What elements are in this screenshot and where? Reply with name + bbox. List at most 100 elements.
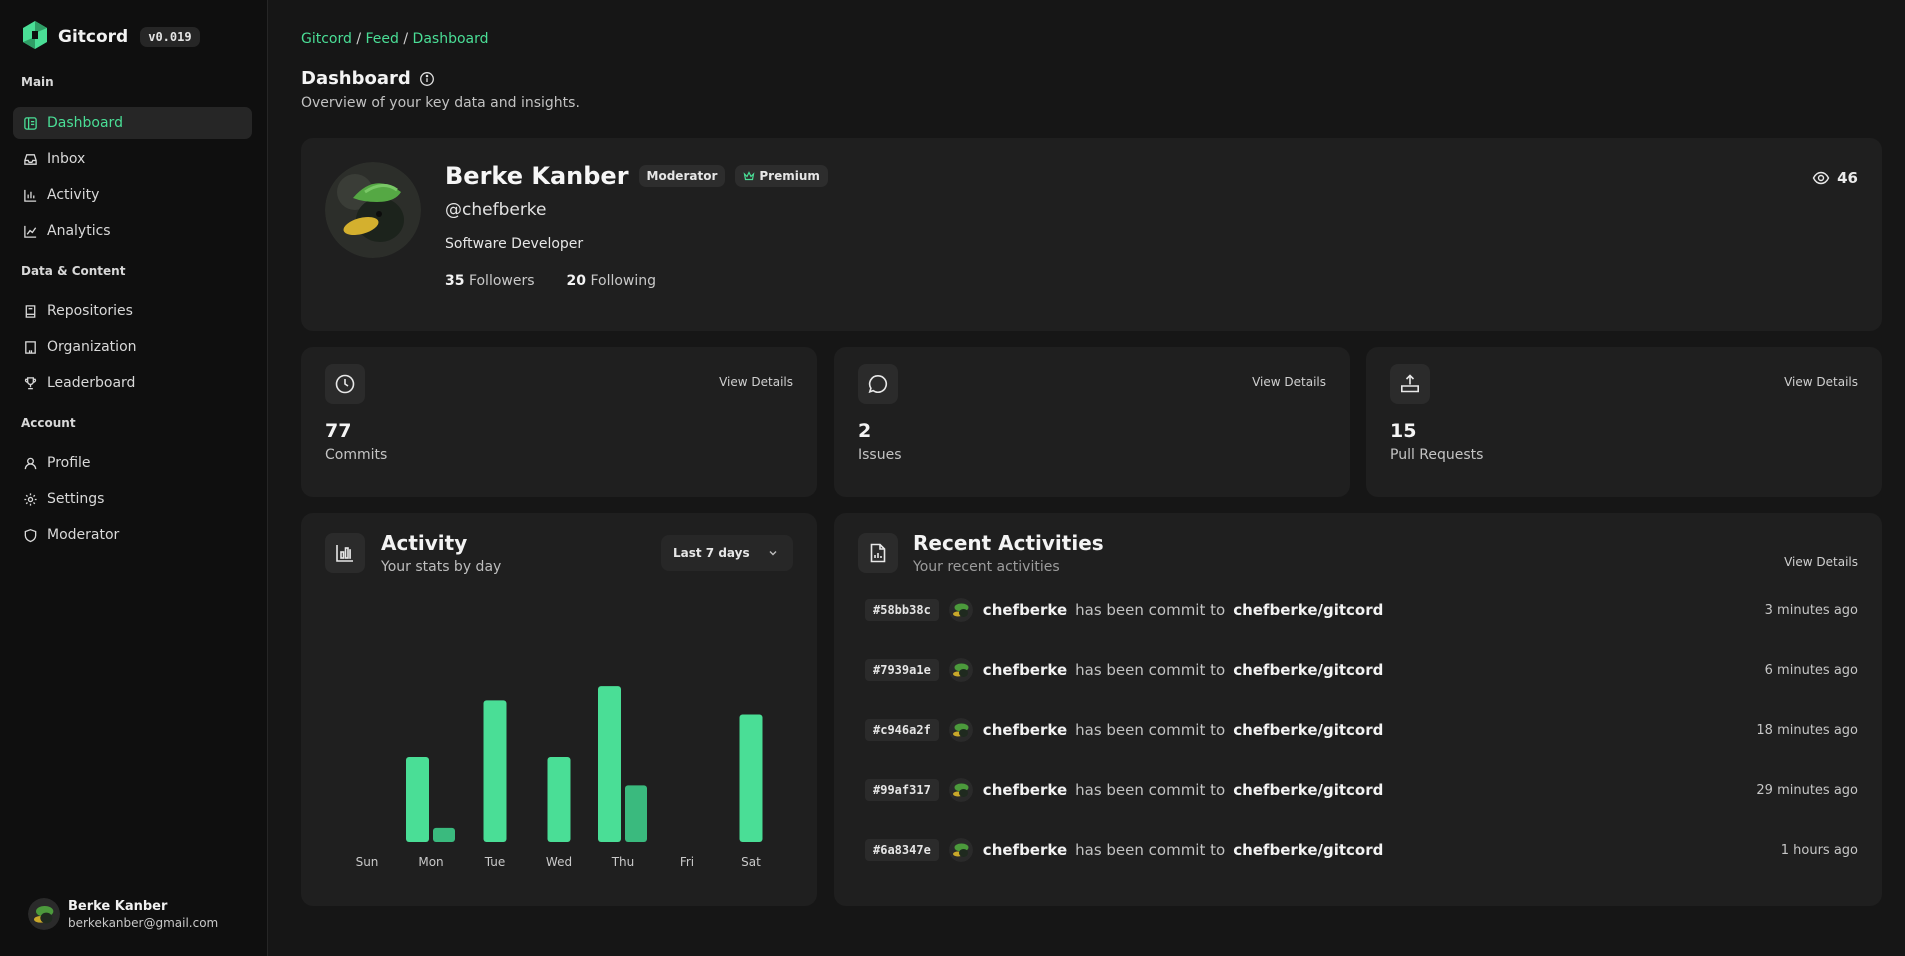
- section-title-data-content: Data & Content: [21, 264, 126, 278]
- followers-link[interactable]: 35 Followers: [445, 273, 535, 289]
- commit-repo[interactable]: chefberke/gitcord: [1233, 721, 1384, 739]
- view-details-link[interactable]: View Details: [719, 375, 793, 389]
- avatar: [948, 838, 973, 862]
- commit-repo[interactable]: chefberke/gitcord: [1233, 781, 1384, 799]
- sidebar-item-label: Analytics: [47, 223, 111, 239]
- section-title-account: Account: [21, 416, 76, 430]
- following-label: Following: [590, 273, 657, 289]
- commit-user[interactable]: chefberke: [982, 721, 1068, 739]
- dashboard-icon: [24, 116, 37, 130]
- upload-icon: [1401, 374, 1419, 393]
- sidebar-item-repositories[interactable]: Repositories: [13, 295, 252, 327]
- chart-x-tick-label: Tue: [484, 855, 506, 869]
- followers-count: 35: [445, 273, 465, 289]
- view-details-link[interactable]: View Details: [1784, 555, 1858, 569]
- breadcrumb-item-feed[interactable]: Feed: [365, 31, 399, 47]
- view-details-link[interactable]: View Details: [1252, 375, 1326, 389]
- sidebar-item-profile[interactable]: Profile: [13, 447, 252, 479]
- commit-verb: has been commit to: [1075, 601, 1226, 619]
- sidebar-item-inbox[interactable]: Inbox: [13, 143, 252, 175]
- commit-hash[interactable]: #c946a2f: [865, 719, 939, 741]
- commit-verb: has been commit to: [1075, 661, 1226, 679]
- stat-card-commits: View Details 77 Commits: [301, 347, 817, 497]
- commit-user[interactable]: chefberke: [982, 781, 1068, 799]
- range-select[interactable]: Last 7 days: [661, 535, 793, 571]
- activity-subtitle: Your stats by day: [381, 559, 502, 575]
- commit-user[interactable]: chefberke: [982, 601, 1068, 619]
- commit-user[interactable]: chefberke: [982, 661, 1068, 679]
- recent-icon-box: [858, 533, 898, 573]
- gear-icon: [24, 492, 37, 506]
- commit-verb: has been commit to: [1075, 841, 1226, 859]
- followers-label: Followers: [468, 273, 535, 289]
- sidebar-item-organization[interactable]: Organization: [13, 331, 252, 363]
- commit-time: 3 minutes ago: [1764, 602, 1858, 618]
- commit-row[interactable]: #7939a1e chefberke has been commit to chefb…: [865, 655, 1858, 685]
- chart-bar-thu-primary: [598, 686, 621, 842]
- range-select-value: Last 7 days: [673, 546, 750, 560]
- info-icon[interactable]: [419, 71, 435, 87]
- commit-row[interactable]: #6a8347e chefberke has been commit to chefb…: [865, 835, 1858, 865]
- commit-time: 18 minutes ago: [1756, 722, 1858, 738]
- user-icon: [24, 457, 37, 469]
- recent-activities-title: Recent Activities: [913, 531, 1104, 555]
- stat-icon-box: [1390, 364, 1430, 404]
- message-circle-icon: [868, 374, 888, 394]
- commit-row[interactable]: #c946a2f chefberke has been commit to chefb…: [865, 715, 1858, 745]
- stat-icon-box: [325, 364, 365, 404]
- commit-repo[interactable]: chefberke/gitcord: [1233, 601, 1384, 619]
- profile-role: Software Developer: [445, 236, 584, 252]
- commit-repo[interactable]: chefberke/gitcord: [1233, 841, 1384, 859]
- chevron-down-icon: [769, 551, 777, 556]
- line-chart-icon: [24, 225, 37, 238]
- commit-hash[interactable]: #99af317: [865, 779, 939, 801]
- profile-name: Berke Kanber: [445, 162, 629, 190]
- commit-repo[interactable]: chefberke/gitcord: [1233, 661, 1384, 679]
- version-badge: v0.019: [140, 27, 200, 47]
- sidebar-item-activity[interactable]: Activity: [13, 179, 252, 211]
- crown-icon: [743, 171, 755, 181]
- breadcrumb: Gitcord / Feed / Dashboard: [301, 31, 489, 47]
- following-count: 20: [566, 273, 586, 289]
- commit-hash[interactable]: #6a8347e: [865, 839, 939, 861]
- profile-name-row: Berke Kanber Moderator Premium: [445, 162, 828, 190]
- activity-title: Activity: [381, 531, 468, 555]
- chart-bar-mon-secondary: [433, 827, 455, 842]
- commit-hash[interactable]: #58bb38c: [865, 599, 939, 621]
- shield-icon: [24, 528, 37, 542]
- sidebar-user[interactable]: Berke Kanber berkekanber@gmail.com: [28, 898, 218, 930]
- breadcrumb-item-gitcord[interactable]: Gitcord: [301, 31, 352, 47]
- profile-handle: @chefberke: [445, 200, 547, 220]
- commit-row[interactable]: #58bb38c chefberke has been commit to chefb…: [865, 595, 1858, 625]
- clock-icon: [335, 374, 355, 394]
- recent-activities-subtitle: Your recent activities: [913, 559, 1060, 575]
- stat-label: Issues: [858, 447, 902, 463]
- commit-hash[interactable]: #7939a1e: [865, 659, 939, 681]
- avatar: [948, 598, 973, 622]
- avatar: [28, 898, 60, 930]
- sidebar-item-settings[interactable]: Settings: [13, 483, 252, 515]
- avatar: [948, 718, 973, 742]
- sidebar-item-analytics[interactable]: Analytics: [13, 215, 252, 247]
- commit-time: 6 minutes ago: [1764, 662, 1858, 678]
- bar-chart-icon: [336, 545, 353, 562]
- stat-label: Pull Requests: [1390, 447, 1484, 463]
- stat-value: 77: [325, 420, 352, 442]
- chart-x-tick-label: Wed: [546, 855, 572, 869]
- eye-icon: [1812, 171, 1830, 185]
- breadcrumb-separator: /: [356, 31, 362, 47]
- sidebar-item-leaderboard[interactable]: Leaderboard: [13, 367, 252, 399]
- view-details-link[interactable]: View Details: [1784, 375, 1858, 389]
- page-subtitle: Overview of your key data and insights.: [301, 95, 580, 111]
- following-link[interactable]: 20 Following: [567, 273, 657, 289]
- brand[interactable]: Gitcord v0.019: [20, 20, 200, 54]
- sidebar-item-label: Moderator: [47, 527, 120, 543]
- commit-row[interactable]: #99af317 chefberke has been commit to chefb…: [865, 775, 1858, 805]
- commit-user[interactable]: chefberke: [982, 841, 1068, 859]
- profile-avatar: [325, 162, 421, 258]
- sidebar-item-moderator[interactable]: Moderator: [13, 519, 252, 551]
- breadcrumb-item-dashboard[interactable]: Dashboard: [412, 31, 489, 47]
- profile-follow-stats: 35 Followers 20 Following: [445, 273, 656, 289]
- book-icon: [25, 304, 36, 318]
- sidebar-item-dashboard[interactable]: Dashboard: [13, 107, 252, 139]
